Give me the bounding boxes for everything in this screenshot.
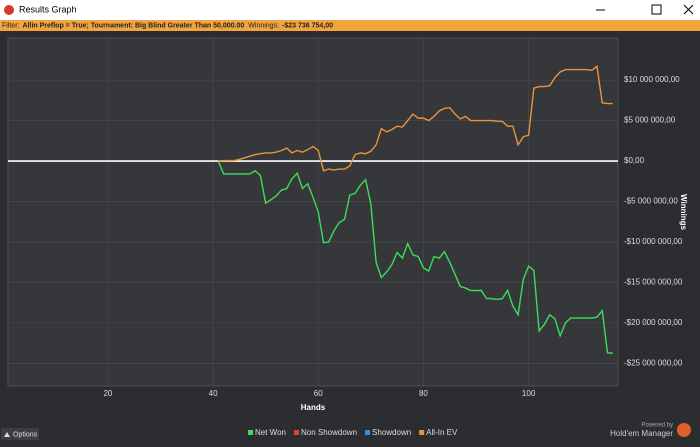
options-label: Options xyxy=(13,431,38,438)
series-line xyxy=(218,65,613,172)
y-tick-label: -$10 000 000,00 xyxy=(624,237,683,246)
filter-criteria: Allin Preflop = True; Tournament: Big Bl… xyxy=(23,22,245,29)
winnings-label: Winnings: xyxy=(248,22,279,29)
brand: Hold'em Manager xyxy=(610,429,673,438)
y-tick-label: $10 000 000,00 xyxy=(624,75,680,84)
x-tick-label: 60 xyxy=(314,389,323,398)
y-tick-label: -$25 000 000,00 xyxy=(624,358,683,367)
x-tick-label: 80 xyxy=(419,389,428,398)
legend-label: Net Won xyxy=(255,428,286,437)
brand-logo xyxy=(677,423,691,437)
title-bar xyxy=(0,0,700,20)
x-tick-label: 20 xyxy=(103,389,112,398)
y-tick-label: -$5 000 000,00 xyxy=(624,197,678,206)
window-title: Results Graph xyxy=(19,4,77,14)
legend-swatch xyxy=(365,430,371,435)
powered-by: Powered by xyxy=(641,423,673,429)
options-button[interactable] xyxy=(1,428,39,440)
app-icon xyxy=(4,5,14,15)
x-tick-label: 40 xyxy=(209,389,218,398)
y-tick-label: -$15 000 000,00 xyxy=(624,278,683,287)
y-axis-label: Winnings xyxy=(679,194,688,230)
y-tick-label: $0,00 xyxy=(624,156,645,165)
legend-label: Showdown xyxy=(372,428,411,437)
x-tick-label: 100 xyxy=(522,389,536,398)
x-axis-label: Hands xyxy=(301,403,326,412)
legend-label: Non Showdown xyxy=(301,428,357,437)
filter-text: Filter: Allin Preflop = True; Tournament:… xyxy=(2,22,333,29)
legend: Net Won Non Showdown Showdown All-In EV xyxy=(248,428,458,437)
y-tick-label: $5 000 000,00 xyxy=(624,116,676,125)
filter-label: Filter: xyxy=(2,22,20,29)
winnings-total: -$23 736 754,00 xyxy=(282,22,333,29)
y-tick-label: -$20 000 000,00 xyxy=(624,318,683,327)
legend-swatch xyxy=(293,430,299,435)
plot-area xyxy=(7,37,619,387)
legend-swatch xyxy=(419,430,425,435)
legend-swatch xyxy=(248,430,253,435)
plot xyxy=(8,38,618,386)
options-arrow xyxy=(4,432,10,437)
maximize-button[interactable] xyxy=(651,4,662,15)
filter-bar xyxy=(0,20,700,31)
close-button[interactable] xyxy=(683,4,694,15)
series-line xyxy=(217,160,613,354)
legend-label: All-In EV xyxy=(426,428,458,437)
